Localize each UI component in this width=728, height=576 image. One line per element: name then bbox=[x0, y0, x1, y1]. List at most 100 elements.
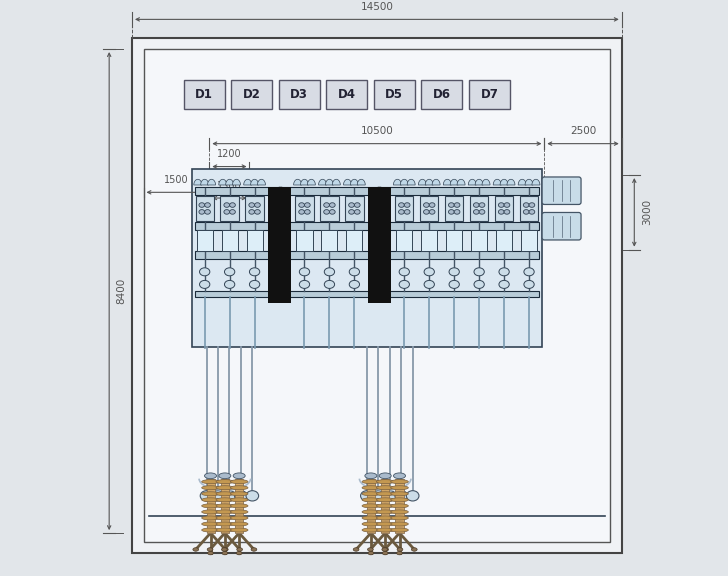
Bar bbox=[420, 196, 438, 221]
Bar bbox=[195, 291, 539, 297]
Ellipse shape bbox=[349, 268, 360, 276]
Ellipse shape bbox=[224, 203, 229, 207]
Ellipse shape bbox=[424, 281, 435, 289]
Bar bbox=[183, 79, 225, 109]
Ellipse shape bbox=[448, 210, 454, 214]
Text: D3: D3 bbox=[290, 88, 308, 101]
Polygon shape bbox=[258, 179, 266, 185]
Polygon shape bbox=[493, 179, 502, 185]
Ellipse shape bbox=[353, 548, 359, 551]
Ellipse shape bbox=[360, 491, 373, 501]
Ellipse shape bbox=[399, 268, 409, 276]
Bar bbox=[396, 230, 412, 251]
Bar bbox=[373, 79, 415, 109]
Ellipse shape bbox=[207, 551, 213, 555]
Polygon shape bbox=[457, 179, 465, 185]
Ellipse shape bbox=[233, 473, 245, 479]
Ellipse shape bbox=[397, 551, 403, 555]
Polygon shape bbox=[307, 179, 315, 185]
Polygon shape bbox=[507, 179, 515, 185]
Bar bbox=[221, 196, 239, 221]
Ellipse shape bbox=[391, 528, 408, 532]
Ellipse shape bbox=[523, 210, 529, 214]
Polygon shape bbox=[207, 179, 215, 185]
Ellipse shape bbox=[474, 281, 484, 289]
Ellipse shape bbox=[382, 551, 388, 555]
Ellipse shape bbox=[391, 480, 408, 484]
Bar bbox=[422, 79, 462, 109]
Ellipse shape bbox=[391, 492, 408, 496]
Polygon shape bbox=[325, 179, 333, 185]
Ellipse shape bbox=[250, 268, 260, 276]
Polygon shape bbox=[400, 179, 408, 185]
Ellipse shape bbox=[199, 210, 205, 214]
Polygon shape bbox=[250, 179, 258, 185]
Ellipse shape bbox=[365, 473, 377, 479]
Ellipse shape bbox=[249, 203, 255, 207]
Ellipse shape bbox=[362, 516, 380, 520]
Ellipse shape bbox=[391, 516, 408, 520]
Bar bbox=[247, 230, 263, 251]
Ellipse shape bbox=[223, 548, 228, 551]
Ellipse shape bbox=[376, 492, 394, 496]
Bar bbox=[422, 230, 438, 251]
Ellipse shape bbox=[205, 473, 216, 479]
Ellipse shape bbox=[237, 548, 242, 551]
Bar bbox=[395, 479, 403, 533]
Ellipse shape bbox=[324, 281, 335, 289]
Ellipse shape bbox=[298, 203, 304, 207]
Bar bbox=[496, 230, 512, 251]
Polygon shape bbox=[407, 179, 415, 185]
Ellipse shape bbox=[205, 210, 210, 214]
Ellipse shape bbox=[406, 491, 419, 501]
Bar bbox=[521, 230, 537, 251]
Ellipse shape bbox=[202, 516, 219, 520]
Ellipse shape bbox=[376, 504, 394, 508]
Ellipse shape bbox=[376, 528, 394, 532]
Ellipse shape bbox=[449, 268, 459, 276]
Bar bbox=[320, 196, 339, 221]
Polygon shape bbox=[319, 179, 327, 185]
Ellipse shape bbox=[199, 268, 210, 276]
Ellipse shape bbox=[224, 281, 235, 289]
Text: 1200: 1200 bbox=[217, 149, 242, 159]
Ellipse shape bbox=[216, 510, 234, 514]
Text: 2500: 2500 bbox=[570, 126, 596, 136]
Ellipse shape bbox=[216, 522, 234, 526]
Ellipse shape bbox=[202, 510, 219, 514]
Ellipse shape bbox=[255, 203, 261, 207]
Ellipse shape bbox=[246, 491, 258, 501]
Ellipse shape bbox=[349, 281, 360, 289]
Ellipse shape bbox=[237, 551, 242, 555]
Ellipse shape bbox=[230, 510, 248, 514]
FancyBboxPatch shape bbox=[542, 177, 581, 204]
Ellipse shape bbox=[355, 203, 360, 207]
Ellipse shape bbox=[249, 210, 255, 214]
Ellipse shape bbox=[304, 210, 310, 214]
Ellipse shape bbox=[255, 210, 261, 214]
Ellipse shape bbox=[230, 492, 248, 496]
Ellipse shape bbox=[207, 548, 213, 551]
Ellipse shape bbox=[499, 203, 504, 207]
Ellipse shape bbox=[404, 203, 410, 207]
Bar bbox=[268, 187, 291, 302]
Polygon shape bbox=[450, 179, 458, 185]
Bar bbox=[395, 196, 414, 221]
Polygon shape bbox=[419, 179, 427, 185]
Text: 10500: 10500 bbox=[360, 126, 393, 136]
Ellipse shape bbox=[304, 203, 310, 207]
Ellipse shape bbox=[216, 492, 234, 496]
Ellipse shape bbox=[424, 210, 430, 214]
Ellipse shape bbox=[424, 203, 430, 207]
Ellipse shape bbox=[504, 210, 510, 214]
Ellipse shape bbox=[499, 281, 510, 289]
Bar bbox=[195, 222, 539, 230]
Ellipse shape bbox=[411, 548, 417, 551]
Ellipse shape bbox=[372, 491, 384, 501]
Ellipse shape bbox=[368, 551, 373, 555]
Ellipse shape bbox=[454, 210, 460, 214]
Ellipse shape bbox=[202, 504, 219, 508]
Ellipse shape bbox=[221, 548, 227, 551]
Polygon shape bbox=[244, 179, 252, 185]
Ellipse shape bbox=[200, 491, 213, 501]
